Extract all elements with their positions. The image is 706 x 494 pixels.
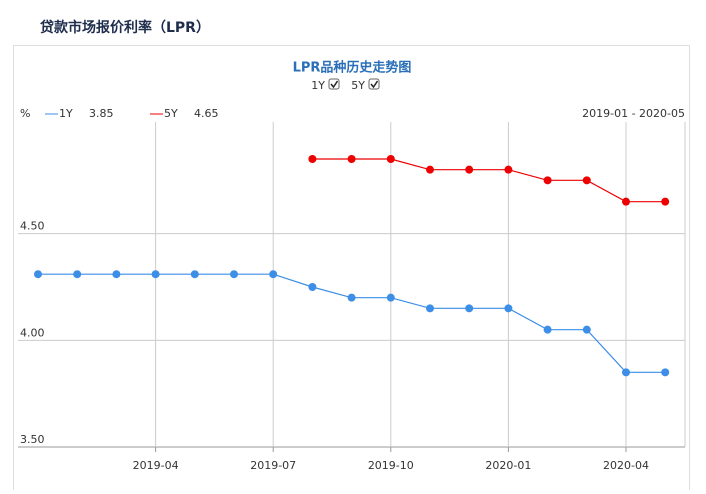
- data-point: [269, 270, 278, 279]
- check: [330, 80, 339, 89]
- data-point: [426, 304, 434, 313]
- legend-value: 3.85: [89, 107, 114, 120]
- check: [370, 80, 379, 89]
- data-point: [347, 155, 356, 163]
- data-point: [465, 304, 474, 313]
- data-point: [465, 165, 474, 174]
- panel: [13, 45, 690, 494]
- data-point: [386, 293, 395, 302]
- legend-label: 1Y: [59, 107, 73, 120]
- data-point: [190, 270, 199, 279]
- data-point: [308, 155, 317, 163]
- data-point: [622, 197, 630, 206]
- range-label: 2019-01 - 2020-05: [582, 107, 685, 120]
- x-tick-label: 2020-04: [603, 459, 649, 472]
- x-tick-label: 2019-04: [133, 459, 179, 472]
- data-point: [661, 368, 670, 377]
- data-point: [151, 270, 160, 279]
- data-point: [504, 165, 513, 174]
- data-point: [34, 270, 42, 279]
- series-line: [312, 158, 666, 203]
- data-point: [426, 165, 434, 174]
- toggle-label: 1Y: [311, 79, 325, 92]
- header-title: 贷款市场报价利率（LPR）: [40, 19, 210, 36]
- data-point: [386, 155, 395, 163]
- y-tick-label: 4.00: [20, 326, 45, 339]
- x-tick-label: 2019-07: [250, 459, 296, 472]
- data-point: [73, 270, 82, 279]
- x-tick-label: 2019-10: [368, 459, 414, 472]
- legend-label: 5Y: [164, 107, 178, 120]
- data-point: [582, 176, 591, 185]
- y-tick-label: 4.50: [20, 220, 45, 233]
- data-point: [112, 270, 121, 279]
- toggle-label: 5Y: [351, 79, 365, 92]
- legend-value: 4.65: [194, 107, 219, 120]
- unit-label: %: [20, 107, 30, 120]
- chart-title: LPR品种历史走势图: [293, 60, 412, 76]
- data-point: [543, 176, 552, 185]
- data-point: [504, 304, 513, 313]
- data-point: [308, 283, 317, 291]
- data-point: [347, 293, 356, 302]
- data-point: [230, 270, 238, 279]
- data-point: [661, 197, 670, 206]
- data-point: [582, 325, 591, 334]
- x-tick-label: 2020-01: [485, 459, 531, 472]
- y-tick-label: 3.50: [20, 433, 45, 446]
- data-point: [543, 325, 552, 334]
- data-point: [622, 368, 630, 377]
